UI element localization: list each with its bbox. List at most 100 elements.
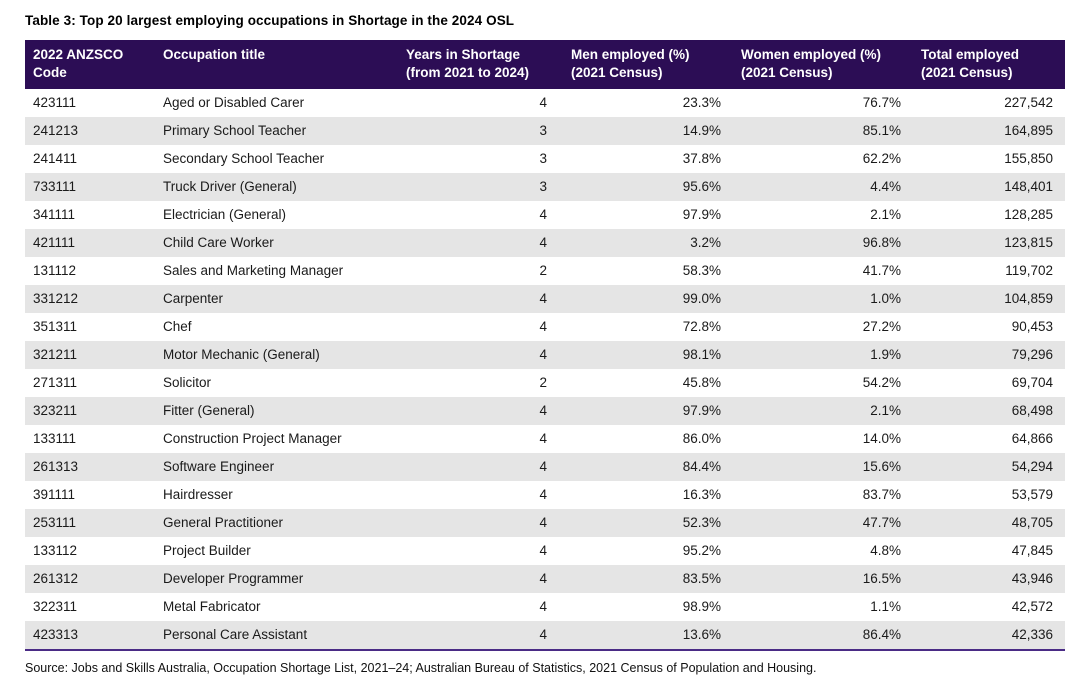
- cell-men-employed-pct: 97.9%: [682, 207, 721, 223]
- col-header-men-employed-pct: Men employed (%) (2021 Census): [563, 40, 733, 89]
- table-row: 253111 General Practitioner 4 52.3% 47.7% 48,…: [25, 508, 1065, 537]
- table-row: 733111 Truck Driver (General) 3 95.6% 4.4% 14…: [25, 172, 1065, 201]
- cell-men-employed-pct: 95.2%: [682, 543, 721, 559]
- cell-anzsco-code: 423313: [33, 627, 79, 643]
- cell-anzsco-code: 733111: [33, 179, 77, 195]
- cell-years-in-shortage: 4: [539, 515, 547, 531]
- cell-occupation-title: Hairdresser: [163, 487, 233, 503]
- cell-years-in-shortage: 4: [539, 347, 547, 363]
- table-row: 331212 Carpenter 4 99.0% 1.0% 104,859: [25, 284, 1065, 313]
- cell-men-employed-pct: 86.0%: [682, 431, 721, 447]
- table-row: 423313 Personal Care Assistant 4 13.6% 86.4%…: [25, 620, 1065, 649]
- cell-men-employed-pct: 72.8%: [682, 319, 721, 335]
- cell-women-employed-pct: 85.1%: [862, 123, 901, 139]
- cell-total-employed: 42,572: [1011, 599, 1053, 615]
- cell-anzsco-code: 341111: [33, 207, 76, 223]
- cell-anzsco-code: 131112: [33, 263, 77, 279]
- cell-occupation-title: Truck Driver (General): [163, 179, 297, 195]
- cell-men-employed-pct: 95.6%: [682, 179, 721, 195]
- cell-women-employed-pct: 4.8%: [870, 543, 901, 559]
- cell-women-employed-pct: 2.1%: [870, 207, 901, 223]
- cell-years-in-shortage: 4: [539, 235, 547, 251]
- cell-total-employed: 119,702: [1005, 263, 1053, 279]
- cell-anzsco-code: 253111: [33, 515, 77, 531]
- cell-men-employed-pct: 37.8%: [682, 151, 721, 167]
- cell-men-employed-pct: 14.9%: [682, 123, 721, 139]
- cell-anzsco-code: 421111: [33, 235, 76, 251]
- table-row: 133112 Project Builder 4 95.2% 4.8% 47,845: [25, 537, 1065, 565]
- cell-years-in-shortage: 4: [539, 431, 547, 447]
- table-row: 241213 Primary School Teacher 3 14.9% 85.1% 1…: [25, 116, 1065, 145]
- table-row: 261313 Software Engineer 4 84.4% 15.6% 54,294: [25, 452, 1065, 481]
- cell-total-employed: 148,401: [1004, 179, 1053, 195]
- cell-women-employed-pct: 47.7%: [862, 515, 901, 531]
- cell-women-employed-pct: 96.8%: [862, 235, 901, 251]
- cell-men-employed-pct: 83.5%: [682, 571, 721, 587]
- cell-occupation-title: Software Engineer: [163, 459, 275, 475]
- cell-men-employed-pct: 45.8%: [682, 375, 721, 391]
- cell-occupation-title: Metal Fabricator: [163, 599, 261, 615]
- cell-total-employed: 128,285: [1004, 207, 1053, 223]
- cell-years-in-shortage: 3: [539, 179, 547, 195]
- cell-years-in-shortage: 3: [539, 151, 547, 167]
- table-header: 2022 ANZSCO Code Occupation title Years …: [25, 40, 1065, 89]
- cell-anzsco-code: 241411: [33, 151, 78, 167]
- table-row: 133111 Construction Project Manager 4 86.0%…: [25, 425, 1065, 453]
- cell-men-employed-pct: 97.9%: [682, 403, 721, 419]
- cell-occupation-title: Project Builder: [163, 543, 251, 559]
- table-row: 391111 Hairdresser 4 16.3% 83.7% 53,579: [25, 481, 1065, 509]
- table-row: 341111 Electrician (General) 4 97.9% 2.1% 128…: [25, 201, 1065, 229]
- cell-anzsco-code: 261312: [33, 571, 79, 587]
- cell-women-employed-pct: 83.7%: [862, 487, 901, 503]
- cell-years-in-shortage: 2: [539, 263, 547, 279]
- table-bottom-rule: [25, 648, 1065, 651]
- cell-occupation-title: Construction Project Manager: [163, 431, 342, 447]
- cell-occupation-title: Aged or Disabled Carer: [163, 95, 305, 111]
- cell-years-in-shortage: 4: [539, 627, 547, 643]
- cell-anzsco-code: 241213: [33, 123, 79, 139]
- cell-men-employed-pct: 98.1%: [682, 347, 721, 363]
- cell-men-employed-pct: 52.3%: [682, 515, 721, 531]
- cell-anzsco-code: 423111: [33, 95, 77, 111]
- cell-women-employed-pct: 1.0%: [870, 291, 901, 307]
- cell-men-employed-pct: 58.3%: [682, 263, 721, 279]
- cell-occupation-title: Chef: [163, 319, 192, 335]
- cell-men-employed-pct: 23.3%: [682, 95, 721, 111]
- cell-women-employed-pct: 15.6%: [862, 459, 901, 475]
- cell-total-employed: 54,294: [1011, 459, 1053, 475]
- cell-women-employed-pct: 2.1%: [870, 403, 901, 419]
- cell-years-in-shortage: 4: [539, 291, 547, 307]
- cell-total-employed: 164,895: [1004, 123, 1053, 139]
- table-row: 423111 Aged or Disabled Carer 4 23.3% 76.7% 2…: [25, 89, 1065, 117]
- cell-occupation-title: General Practitioner: [163, 515, 284, 531]
- table-body: 423111 Aged or Disabled Carer 4 23.3% 76.7% 2…: [25, 89, 1065, 649]
- cell-years-in-shortage: 4: [539, 459, 547, 475]
- col-header-anzsco-code: 2022 ANZSCO Code: [25, 40, 155, 89]
- col-header-women-employed-pct: Women employed (%) (2021 Census): [733, 40, 913, 89]
- cell-men-employed-pct: 84.4%: [682, 459, 721, 475]
- cell-occupation-title: Primary School Teacher: [163, 123, 307, 139]
- table-row: 351311 Chef 4 72.8% 27.2% 90,453: [25, 313, 1065, 341]
- cell-women-employed-pct: 1.9%: [870, 347, 901, 363]
- cell-women-employed-pct: 27.2%: [862, 319, 901, 335]
- table-row: 322311 Metal Fabricator 4 98.9% 1.1% 42,572: [25, 593, 1065, 621]
- table-title: Table 3: Top 20 largest employing occupa…: [25, 13, 515, 28]
- cell-total-employed: 155,850: [1004, 151, 1053, 167]
- cell-years-in-shortage: 4: [539, 599, 547, 615]
- cell-total-employed: 227,542: [1004, 95, 1053, 111]
- cell-occupation-title: Fitter (General): [163, 403, 255, 419]
- cell-total-employed: 104,859: [1004, 291, 1053, 307]
- cell-years-in-shortage: 4: [539, 319, 547, 335]
- table-row: 261312 Developer Programmer 4 83.5% 16.5% 43,…: [25, 564, 1065, 593]
- cell-women-employed-pct: 16.5%: [862, 571, 901, 587]
- cell-total-employed: 90,453: [1011, 319, 1053, 335]
- cell-women-employed-pct: 41.7%: [862, 263, 901, 279]
- table-row: 131112 Sales and Marketing Manager 2 58.3% 4…: [25, 257, 1065, 285]
- header-row: 2022 ANZSCO Code Occupation title Years …: [25, 40, 1065, 89]
- cell-occupation-title: Carpenter: [163, 291, 224, 307]
- cell-men-employed-pct: 98.9%: [682, 599, 721, 615]
- cell-years-in-shortage: 4: [539, 207, 547, 223]
- cell-anzsco-code: 133112: [33, 543, 78, 559]
- cell-anzsco-code: 351311: [33, 319, 78, 335]
